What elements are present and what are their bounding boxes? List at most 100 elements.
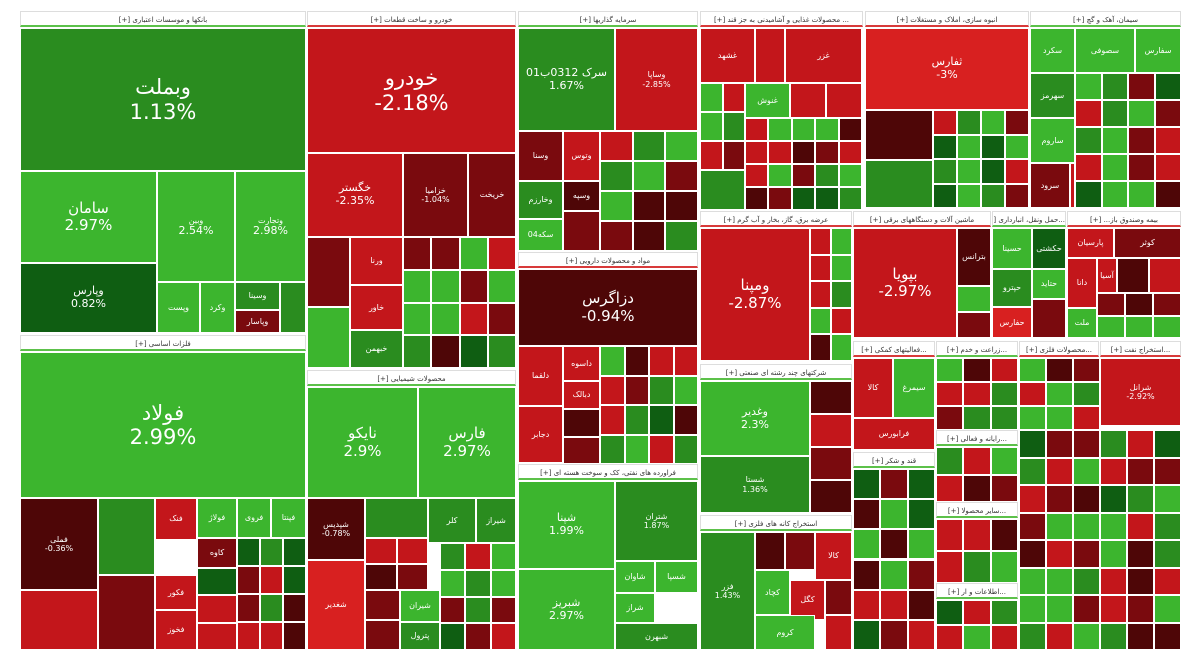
small-stock-tile[interactable] [1101, 181, 1128, 208]
small-stock-tile[interactable] [963, 447, 991, 475]
small-stock-tile[interactable] [632, 221, 666, 251]
small-stock-tile[interactable] [1100, 485, 1127, 513]
tile-vkharazm[interactable]: وخارزم [518, 181, 563, 219]
small-stock-tile[interactable] [933, 183, 957, 208]
small-stock-tile[interactable] [990, 447, 1018, 475]
small-stock-tile[interactable] [1127, 540, 1154, 568]
sector-header-insurance[interactable]: بیمه وصندوق باز... [+] [1067, 211, 1181, 227]
small-stock-tile[interactable] [1073, 567, 1100, 595]
small-stock-tile[interactable] [487, 237, 516, 270]
small-stock-tile[interactable] [907, 499, 935, 530]
sector-header-multi-industry[interactable]: شرکتهای چند رشته ای صنعتی [+] [700, 364, 852, 380]
small-stock-tile[interactable] [1073, 406, 1100, 430]
small-stock-tile[interactable] [1073, 540, 1100, 568]
small-stock-tile[interactable] [907, 469, 935, 500]
tile-khzamia[interactable]: خزامیا -1.04% [403, 153, 468, 237]
small-stock-tile[interactable] [810, 414, 852, 447]
small-stock-tile[interactable] [880, 469, 908, 500]
small-stock-tile[interactable] [665, 221, 698, 251]
small-stock-tile[interactable] [624, 405, 649, 435]
tile-re-dark[interactable] [865, 110, 933, 160]
small-stock-tile[interactable] [431, 237, 460, 270]
small-stock-tile[interactable] [1075, 181, 1102, 208]
small-stock-tile[interactable] [963, 474, 991, 502]
small-stock-tile[interactable] [957, 110, 981, 135]
sector-header-computer[interactable]: ...رایانه و فعالی [+] [936, 430, 1018, 446]
tile-fpanta[interactable]: فپنتا [271, 498, 306, 538]
tile-bpoya[interactable]: بپویا -2.97% [853, 228, 957, 338]
small-stock-tile[interactable] [1154, 100, 1181, 127]
small-stock-tile[interactable] [1046, 595, 1073, 623]
small-stock-tile[interactable] [745, 118, 769, 141]
sector-header-mining[interactable]: استخراج کانه های فلزی [+] [700, 515, 852, 531]
sector-header-metals[interactable]: فلزات اساسی [+] [20, 335, 306, 351]
small-stock-tile[interactable] [283, 566, 306, 594]
small-stock-tile[interactable] [936, 358, 964, 382]
sector-header-banks[interactable]: بانکها و موسسات اعتباری [+] [20, 11, 306, 27]
small-stock-tile[interactable] [490, 623, 516, 650]
tile-cement2[interactable]: سصوفی [1075, 28, 1135, 73]
small-stock-tile[interactable] [936, 600, 964, 625]
small-stock-tile[interactable] [810, 381, 852, 414]
small-stock-tile[interactable] [237, 594, 260, 622]
small-stock-tile[interactable] [963, 382, 991, 406]
small-stock-tile[interactable] [1154, 540, 1181, 568]
tile-hpetro[interactable]: حپترو [992, 269, 1032, 307]
tile-fars[interactable]: فارس 2.97% [418, 387, 516, 498]
small-stock-tile[interactable] [825, 615, 852, 650]
small-stock-tile[interactable] [490, 596, 516, 624]
small-stock-tile[interactable] [403, 302, 432, 336]
tile-fzar[interactable]: فزر 1.43% [700, 532, 755, 650]
tile-farabourse[interactable]: فرابورس [853, 418, 935, 450]
small-stock-tile[interactable] [624, 434, 649, 464]
small-stock-tile[interactable] [853, 529, 881, 560]
tile-petrol[interactable]: پترول [400, 622, 440, 650]
small-stock-tile[interactable] [810, 480, 852, 513]
small-stock-tile[interactable] [665, 161, 698, 191]
tile-auto-dark[interactable] [307, 237, 350, 307]
tile-vbmellat[interactable]: وبملت 1.13% [20, 28, 306, 171]
tile-ghnoosh[interactable]: غنوش [745, 83, 790, 118]
small-stock-tile[interactable] [990, 474, 1018, 502]
tile-food-red[interactable] [755, 28, 785, 83]
small-stock-tile[interactable] [880, 589, 908, 620]
tile-dtoli[interactable]: دلقما [518, 346, 563, 406]
small-stock-tile[interactable] [465, 623, 491, 650]
small-stock-tile[interactable] [981, 159, 1005, 184]
small-stock-tile[interactable] [1032, 299, 1066, 338]
tile-vbank[interactable]: وبین 2.54% [157, 171, 235, 282]
tile-kgol[interactable]: کگل [790, 580, 825, 620]
tile-asia[interactable]: آسیا [1097, 258, 1117, 293]
small-stock-tile[interactable] [722, 141, 745, 170]
tile-shrangi[interactable]: شرانل -2.92% [1100, 358, 1181, 426]
small-stock-tile[interactable] [1019, 567, 1046, 595]
small-stock-tile[interactable] [1127, 622, 1154, 650]
small-stock-tile[interactable] [936, 474, 964, 502]
small-stock-tile[interactable] [785, 532, 815, 570]
small-stock-tile[interactable] [1075, 73, 1102, 100]
small-stock-tile[interactable] [600, 405, 625, 435]
small-stock-tile[interactable] [853, 499, 881, 530]
tile-btrans[interactable]: بترانس [957, 228, 991, 286]
small-stock-tile[interactable] [403, 269, 432, 303]
small-stock-tile[interactable] [826, 83, 862, 118]
small-stock-tile[interactable] [791, 187, 816, 210]
tile-khavar[interactable]: خاور [350, 285, 403, 330]
small-stock-tile[interactable] [283, 594, 306, 622]
small-stock-tile[interactable] [700, 141, 723, 170]
small-stock-tile[interactable] [880, 529, 908, 560]
tile-fooladj[interactable]: فولاژ [197, 498, 237, 538]
tile-hfars[interactable]: حفارس [992, 307, 1032, 338]
small-stock-tile[interactable] [1046, 485, 1073, 513]
small-stock-tile[interactable] [810, 254, 831, 282]
small-stock-tile[interactable] [1125, 293, 1153, 316]
small-stock-tile[interactable] [465, 543, 491, 570]
sector-header-chemicals[interactable]: محصولات شیمیایی [+] [307, 370, 516, 386]
small-stock-tile[interactable] [365, 590, 400, 620]
sector-header-machinery[interactable]: ماشین آلات و دستگاههای برقی [+] [853, 211, 991, 227]
tile-shraz[interactable]: شراز [615, 593, 655, 623]
sector-header-auto[interactable]: خودرو و ساخت قطعات [+] [307, 11, 516, 27]
small-stock-tile[interactable] [260, 594, 283, 622]
small-stock-tile[interactable] [673, 405, 698, 435]
small-stock-tile[interactable] [487, 335, 516, 368]
